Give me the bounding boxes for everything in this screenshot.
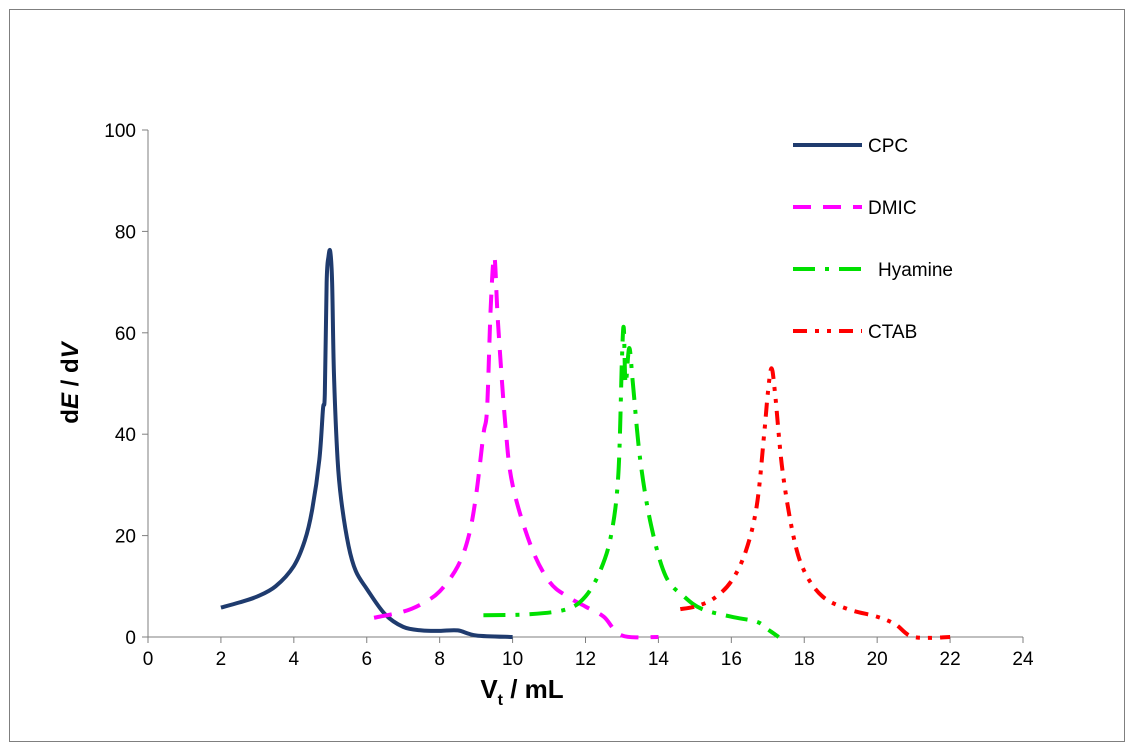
x-tick-label: 16: [721, 649, 742, 670]
y-tick-label: 0: [125, 628, 136, 649]
series-line-dmic: [374, 257, 658, 638]
x-tick-label: 6: [361, 649, 372, 670]
x-tick-label: 12: [575, 649, 596, 670]
x-tick-label: 18: [794, 649, 815, 670]
legend-label-ctab: CTAB: [868, 322, 917, 343]
y-tick-label: 80: [115, 222, 136, 243]
x-axis-title: Vt / mL: [480, 674, 563, 709]
x-tick-label: 10: [502, 649, 523, 670]
x-tick-label: 24: [1012, 649, 1034, 670]
legend-label-dmic: DMIC: [868, 198, 917, 219]
y-tick-label: 60: [115, 324, 136, 345]
y-tick-label: 40: [115, 425, 136, 446]
x-tick-label: 4: [289, 649, 300, 670]
series-line-hyamine: [483, 327, 778, 637]
x-tick-label: 14: [648, 649, 670, 670]
x-tick-label: 20: [867, 649, 888, 670]
series-line-ctab: [680, 368, 950, 638]
y-axis-title: dE / dV: [57, 340, 84, 423]
legend-label-hyamine: Hyamine: [878, 260, 953, 281]
legend: CPC DMIC Hyamine CTAB: [793, 136, 953, 343]
legend-label-cpc: CPC: [868, 136, 908, 157]
x-tick-label: 8: [434, 649, 445, 670]
x-tick-label: 0: [143, 649, 154, 670]
series-line-cpc: [221, 250, 513, 637]
series-layer: [221, 250, 950, 638]
y-tick-label: 20: [115, 527, 136, 548]
y-tick-label: 100: [104, 121, 136, 142]
x-tick-label: 22: [940, 649, 961, 670]
x-tick-label: 2: [216, 649, 227, 670]
